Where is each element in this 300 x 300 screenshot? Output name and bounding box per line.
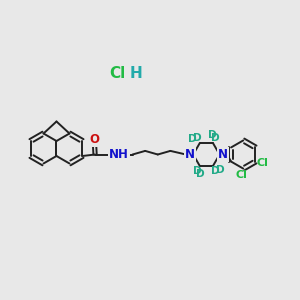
Text: H: H: [130, 66, 142, 81]
Text: D: D: [193, 166, 201, 176]
Text: Cl: Cl: [256, 158, 268, 168]
Text: Cl: Cl: [109, 66, 125, 81]
Text: N: N: [218, 148, 228, 161]
Text: O: O: [89, 133, 100, 146]
Text: N: N: [184, 148, 195, 161]
Text: D: D: [212, 166, 220, 176]
Text: D: D: [216, 165, 224, 175]
Text: NH: NH: [109, 148, 129, 161]
Text: D: D: [193, 134, 201, 143]
Text: Cl: Cl: [236, 170, 248, 180]
Text: D: D: [212, 134, 220, 143]
Text: D: D: [188, 134, 197, 144]
Text: N: N: [185, 148, 195, 161]
Text: D: D: [196, 169, 204, 179]
Text: D: D: [208, 130, 217, 140]
